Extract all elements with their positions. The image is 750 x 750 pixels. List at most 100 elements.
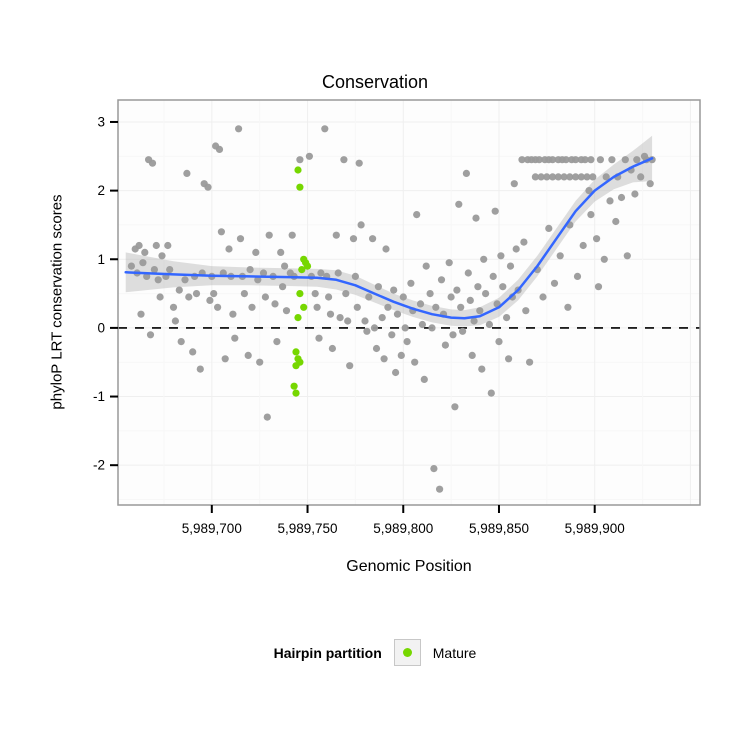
- data-point: [451, 403, 459, 411]
- data-point: [545, 224, 553, 232]
- data-point: [589, 173, 597, 181]
- data-point: [150, 266, 158, 274]
- data-point: [363, 327, 371, 335]
- data-point: [476, 307, 484, 315]
- data-point: [482, 290, 490, 298]
- data-point: [579, 241, 587, 250]
- y-tick-label: 1: [97, 252, 105, 267]
- data-point: [206, 296, 214, 304]
- data-point: [296, 156, 304, 164]
- data-point: [171, 317, 179, 325]
- data-point: [585, 187, 593, 195]
- data-point: [549, 173, 557, 181]
- data-point: [401, 324, 409, 332]
- data-point: [535, 156, 543, 164]
- data-point: [596, 156, 605, 164]
- data-point: [370, 324, 379, 332]
- data-point: [185, 293, 193, 301]
- data-point: [560, 173, 568, 181]
- y-tick-label: 0: [97, 320, 105, 335]
- data-point: [346, 362, 354, 370]
- data-point: [407, 279, 415, 287]
- data-point: [380, 355, 388, 363]
- data-point: [543, 173, 551, 181]
- data-point: [143, 272, 151, 280]
- data-point: [612, 217, 620, 226]
- legend-key: [393, 639, 421, 666]
- mature-data-point: [290, 382, 298, 390]
- data-point: [489, 272, 497, 280]
- data-point: [225, 245, 233, 253]
- data-point: [403, 338, 411, 346]
- data-point: [506, 262, 515, 270]
- data-point: [464, 269, 472, 277]
- data-point: [261, 293, 269, 301]
- data-point: [254, 276, 262, 284]
- data-point: [518, 156, 526, 164]
- data-point: [315, 334, 323, 342]
- data-point: [217, 228, 225, 236]
- data-point: [349, 235, 358, 243]
- data-point: [256, 358, 264, 366]
- data-point: [462, 169, 470, 177]
- y-tick-label: -1: [93, 389, 105, 404]
- data-point: [393, 310, 402, 318]
- y-tick-label: 3: [97, 114, 105, 129]
- data-point: [281, 262, 289, 270]
- data-point: [240, 290, 248, 298]
- data-point: [457, 303, 465, 311]
- data-point: [344, 317, 352, 325]
- data-point: [556, 252, 564, 260]
- data-point: [127, 262, 135, 270]
- data-point: [166, 266, 174, 274]
- data-point: [214, 303, 222, 311]
- data-point: [453, 286, 461, 294]
- data-point: [229, 310, 237, 318]
- data-point: [447, 293, 455, 301]
- data-point: [196, 365, 204, 373]
- x-tick-label: 5,989,850: [469, 521, 529, 536]
- data-point: [325, 293, 333, 301]
- data-point: [313, 303, 321, 311]
- data-point: [397, 351, 405, 359]
- data-point: [432, 303, 440, 311]
- smooth-fit-line: [124, 157, 654, 320]
- data-point: [420, 375, 428, 383]
- legend-title: Hairpin partition: [273, 644, 382, 661]
- data-point: [135, 241, 143, 250]
- data-point: [430, 465, 438, 473]
- data-point: [334, 269, 342, 277]
- mature-data-point: [292, 348, 300, 356]
- data-point: [587, 211, 595, 219]
- data-point: [646, 180, 654, 188]
- data-point: [572, 173, 580, 181]
- data-point: [246, 266, 254, 274]
- legend-item-label: Mature: [432, 644, 477, 661]
- data-point: [621, 156, 629, 164]
- data-point: [606, 197, 614, 205]
- data-point: [328, 344, 336, 353]
- data-point: [215, 145, 224, 153]
- data-point: [503, 314, 511, 322]
- data-point: [252, 248, 260, 256]
- data-point: [355, 159, 363, 167]
- x-tick-label: 5,989,800: [373, 521, 433, 536]
- mature-data-point: [303, 262, 312, 270]
- data-point: [351, 272, 359, 280]
- data-point: [426, 290, 434, 298]
- data-point: [146, 331, 155, 339]
- data-point: [210, 290, 218, 298]
- data-point: [340, 156, 348, 164]
- data-point: [390, 286, 398, 294]
- data-point: [512, 245, 520, 253]
- mature-points-layer: [290, 166, 312, 397]
- data-point: [411, 358, 419, 366]
- data-point: [282, 307, 291, 315]
- mature-data-point: [294, 314, 302, 322]
- data-point: [388, 331, 396, 339]
- data-point: [154, 276, 162, 284]
- data-point: [593, 235, 601, 243]
- conservation-chart: 5,989,700 5,989,750 5,989,800 5,989,850 5,98…: [93, 99, 701, 536]
- data-point: [520, 238, 528, 246]
